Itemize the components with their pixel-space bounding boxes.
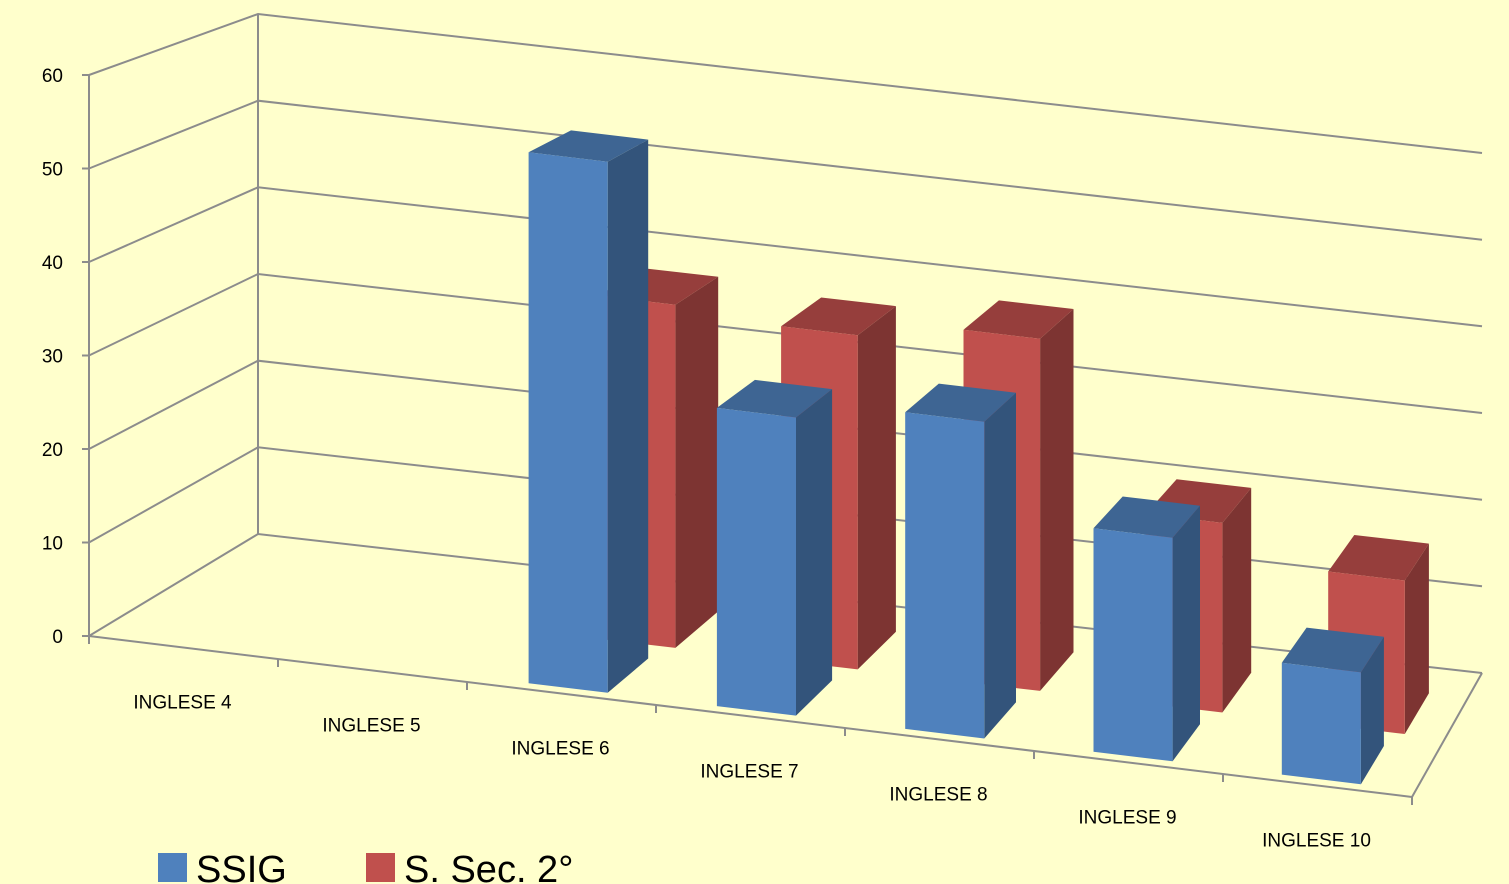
y-axis-ticks: 0 10 20 30 40 50 60 <box>42 66 89 648</box>
x-tick-label: INGLESE 10 <box>1262 831 1371 852</box>
x-axis-ticks: INGLESE 4 INGLESE 5 INGLESE 6 INGLESE 7 INGL… <box>88 636 1413 852</box>
bar-ssig-inglese-9 <box>1093 496 1200 762</box>
x-tick-label: INGLESE 8 <box>889 785 987 806</box>
y-tick-label: 0 <box>52 627 63 648</box>
legend-item-0: SSIG <box>158 849 287 884</box>
y-tick-label: 50 <box>42 160 63 181</box>
bar-ssig-inglese-8 <box>905 383 1016 739</box>
y-tick-label: 30 <box>42 347 63 368</box>
y-tick-label: 40 <box>42 253 63 274</box>
gridline-50 <box>88 99 1483 241</box>
bars <box>528 130 1429 785</box>
x-tick-label: INGLESE 4 <box>133 693 232 714</box>
x-tick-label: INGLESE 9 <box>1078 808 1176 829</box>
legend-swatch <box>366 853 395 882</box>
y-tick-label: 10 <box>42 534 63 555</box>
legend-label: SSIG <box>196 849 287 884</box>
y-tick-label: 20 <box>42 440 63 461</box>
bar-ssig-inglese-7 <box>716 379 833 716</box>
floor-right-edge <box>1411 672 1483 798</box>
legend: SSIG S. Sec. 2° <box>158 849 573 884</box>
gridline-60 <box>88 12 1483 154</box>
x-tick-label: INGLESE 6 <box>511 739 609 760</box>
bar-ssig-inglese-10 <box>1281 627 1384 785</box>
legend-swatch <box>158 853 187 882</box>
gridline-40 <box>88 186 1483 328</box>
legend-label: S. Sec. 2° <box>404 849 573 884</box>
bar-ssig-inglese-6 <box>528 130 649 693</box>
x-axis-line <box>88 635 1413 798</box>
x-tick-label: INGLESE 5 <box>322 716 420 737</box>
legend-item-1: S. Sec. 2° <box>366 849 573 884</box>
x-tick-label: INGLESE 7 <box>700 762 798 783</box>
y-tick-label: 60 <box>42 66 63 87</box>
